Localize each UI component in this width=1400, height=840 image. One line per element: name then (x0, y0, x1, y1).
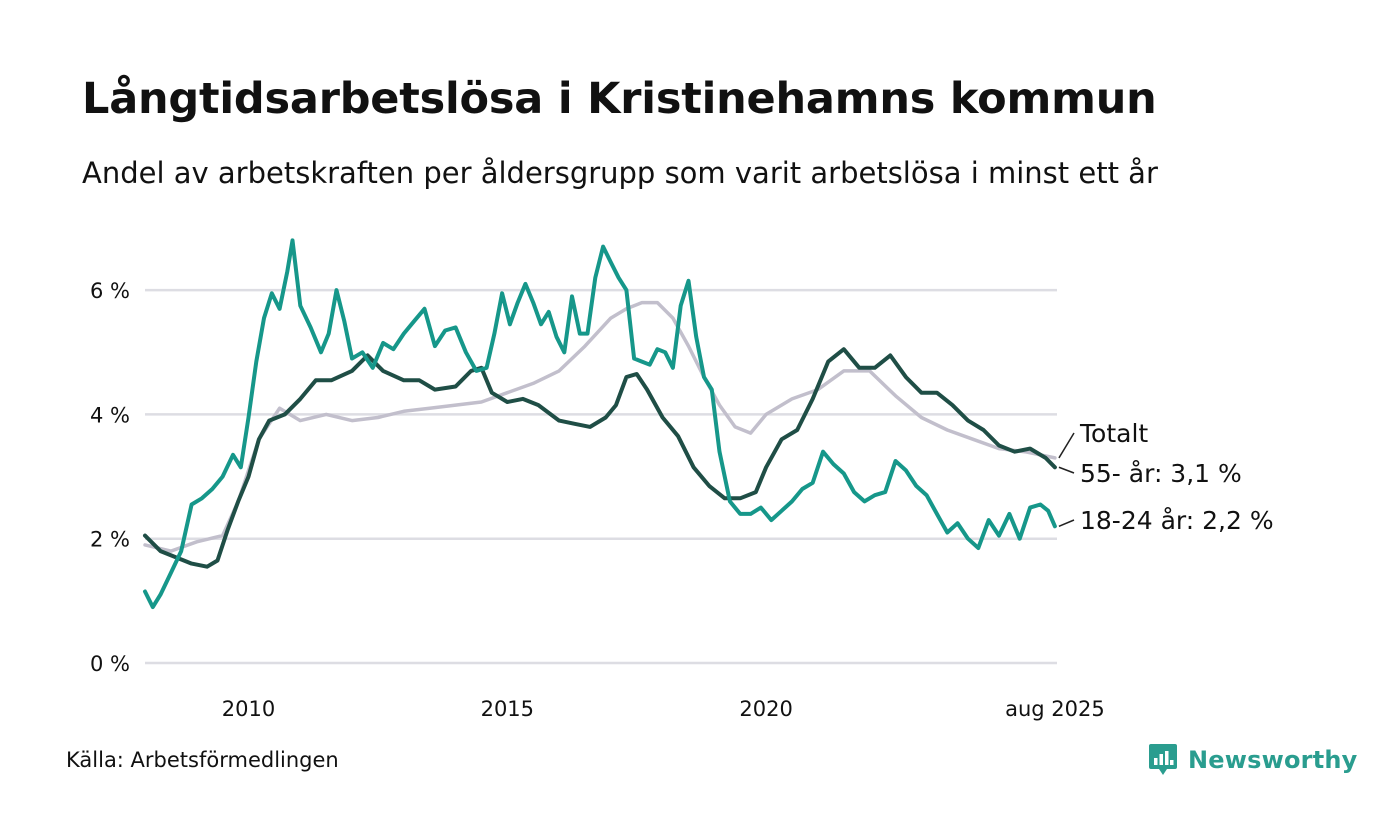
x-tick-label: 2010 (222, 697, 275, 721)
y-tick-label: 2 % (90, 528, 130, 552)
end-label-leader (1058, 466, 1075, 474)
source-note: Källa: Arbetsförmedlingen (66, 748, 339, 772)
y-axis-tick-labels: 0 % 2 % 4 % 6 % (90, 279, 130, 676)
brand-name: Newsworthy (1188, 746, 1358, 774)
series-lines (143, 238, 1057, 610)
gridlines (145, 288, 1057, 665)
x-tick-label: aug 2025 (1005, 697, 1105, 721)
series-end-labels: Totalt 55- år: 3,1 % 18-24 år: 2,2 % (1058, 419, 1274, 535)
end-label-leader (1058, 519, 1075, 527)
newsworthy-logo-icon (1149, 744, 1177, 775)
y-tick-label: 4 % (90, 403, 130, 427)
end-label-55plus: 55- år: 3,1 % (1080, 459, 1242, 488)
line-chart: 0 % 2 % 4 % 6 % 2010 2015 2020 aug 2025 Totalt… (90, 238, 1274, 721)
end-label-18-24: 18-24 år: 2,2 % (1080, 506, 1274, 535)
x-tick-label: 2020 (739, 697, 792, 721)
end-label-total: Totalt (1079, 419, 1148, 448)
x-tick-label: 2015 (481, 697, 534, 721)
chart-subtitle: Andel av arbetskraften per åldersgrupp s… (82, 156, 1158, 190)
end-label-leader (1058, 432, 1075, 459)
y-tick-label: 6 % (90, 279, 130, 303)
brand-logo: Newsworthy (1148, 742, 1358, 778)
y-tick-label: 0 % (90, 652, 130, 676)
chart-title: Långtidsarbetslösa i Kristinehamns kommu… (82, 74, 1157, 124)
series-line-55plus (143, 347, 1057, 569)
x-axis-tick-labels: 2010 2015 2020 aug 2025 (222, 697, 1105, 721)
series-line-18-24 (143, 238, 1057, 610)
series-line-total (143, 300, 1057, 553)
